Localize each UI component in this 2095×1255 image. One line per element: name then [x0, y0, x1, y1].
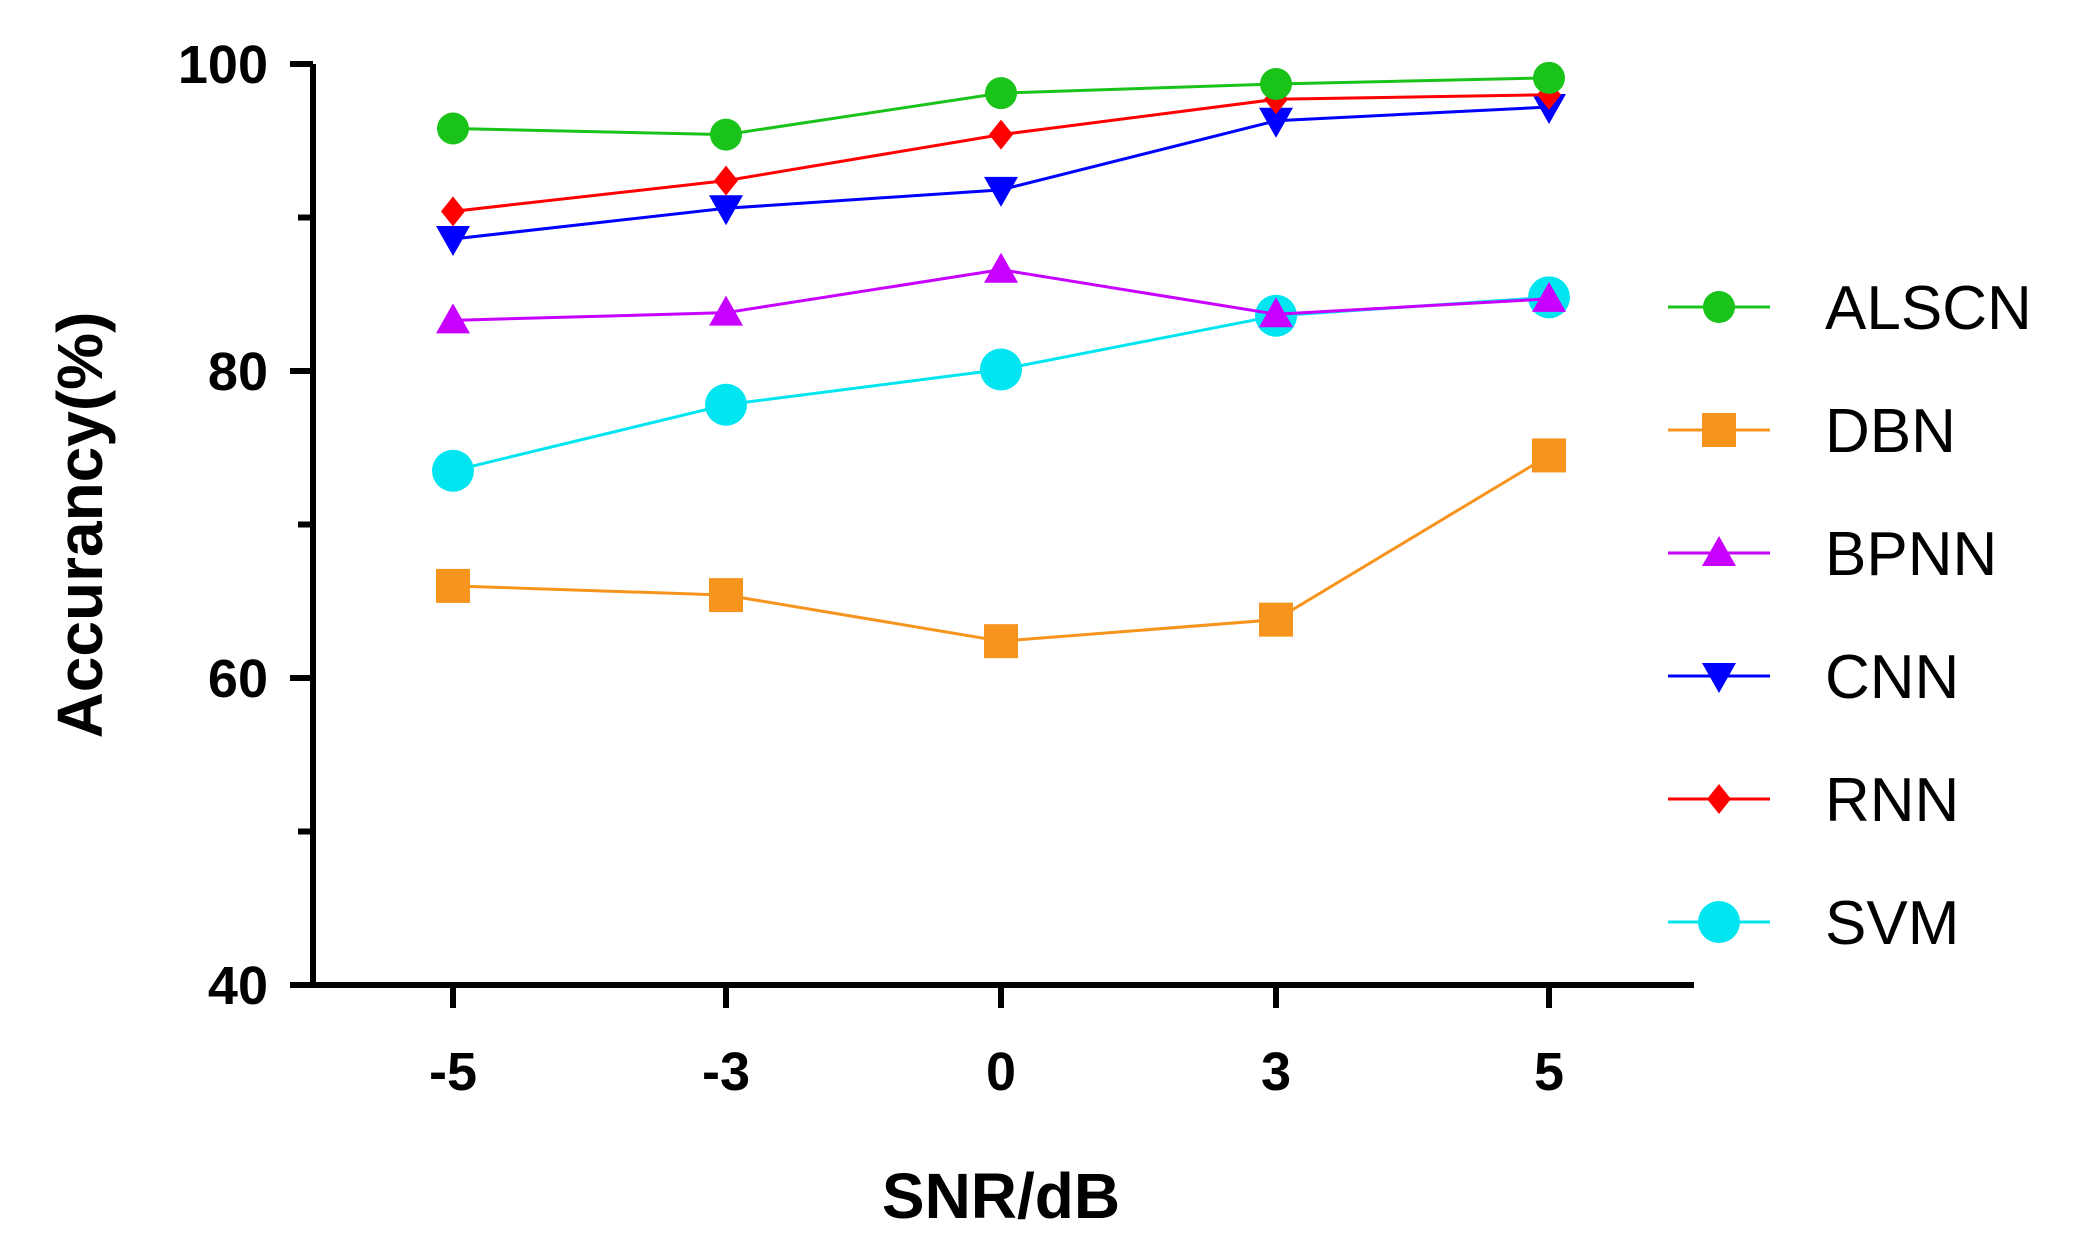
x-tick-label: 5 [1534, 1042, 1564, 1102]
y-tick-label: 60 [208, 649, 268, 709]
legend-marker [1702, 536, 1736, 566]
y-tick-label: 100 [178, 35, 268, 95]
data-point [709, 295, 743, 326]
data-point [980, 348, 1022, 391]
legend-label: BPNN [1825, 520, 1997, 589]
data-point [709, 195, 743, 226]
data-point [985, 77, 1017, 110]
y-tick-label: 40 [208, 956, 268, 1016]
data-point [1260, 67, 1292, 100]
legend-marker [1702, 413, 1736, 447]
legend-item-cnn: CNN [1668, 643, 1959, 712]
legend-label: ALSCN [1825, 274, 2032, 343]
legend-label: DBN [1825, 397, 1956, 466]
data-point [705, 383, 747, 426]
legend-item-svm: SVM [1668, 889, 1959, 958]
data-point [437, 112, 469, 145]
data-point [1259, 602, 1293, 637]
series-dbn [436, 438, 1566, 659]
data-point [984, 176, 1018, 207]
series-cnn [436, 93, 1566, 256]
series-line [452, 454, 1550, 643]
data-point [709, 578, 743, 613]
legend-item-rnn: RNN [1668, 766, 1959, 835]
legend-item-alscn: ALSCN [1668, 274, 2032, 343]
x-tick-label: -3 [702, 1042, 750, 1102]
legend-label: SVM [1825, 889, 1959, 958]
data-point [1259, 297, 1293, 328]
data-point [710, 118, 742, 151]
x-tick-label: 0 [986, 1042, 1016, 1102]
data-point [1532, 438, 1566, 473]
legend-item-bpnn: BPNN [1668, 520, 1997, 589]
legend-item-dbn: DBN [1668, 397, 1956, 466]
data-point [989, 119, 1013, 150]
series-alscn [437, 61, 1565, 151]
data-point [984, 252, 1018, 283]
ticks: 40 60 80 100 -5 -3 0 3 5 [178, 35, 1564, 1102]
data-point [1259, 107, 1293, 138]
x-axis-title: SNR/dB [882, 1160, 1120, 1232]
data-point [432, 449, 474, 492]
legend-marker [1702, 663, 1736, 693]
data-point [1532, 281, 1566, 312]
legend-marker [1698, 901, 1740, 943]
data-point [984, 624, 1018, 659]
legend: ALSCN DBN BPNN CNN RNN SVM [1668, 274, 2032, 958]
x-tick-label: -5 [429, 1042, 477, 1102]
y-tick-label: 80 [208, 342, 268, 402]
legend-label: CNN [1825, 643, 1959, 712]
series-layer [432, 61, 1570, 659]
x-tick-label: 3 [1261, 1042, 1291, 1102]
series-bpnn [436, 252, 1566, 334]
data-point [436, 225, 470, 256]
data-point [1533, 61, 1565, 94]
data-point [436, 303, 470, 334]
data-point [441, 196, 465, 227]
legend-marker [1707, 784, 1731, 814]
legend-label: RNN [1825, 766, 1959, 835]
legend-marker [1703, 291, 1735, 323]
data-point [436, 568, 470, 603]
data-point [714, 165, 738, 196]
y-axis-title: Accurancy(%) [44, 312, 116, 739]
